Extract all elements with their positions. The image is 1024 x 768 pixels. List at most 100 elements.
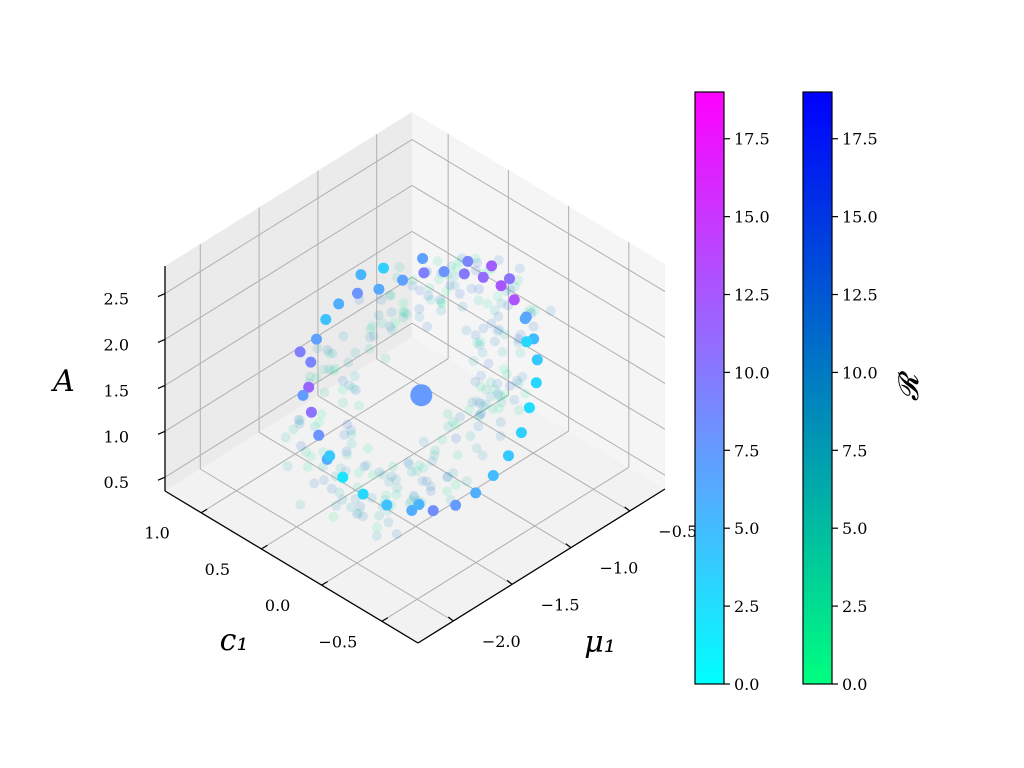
cloud-point bbox=[391, 489, 402, 500]
cloud-point bbox=[545, 305, 556, 316]
cloud-point bbox=[384, 290, 395, 301]
x-tick bbox=[506, 579, 513, 585]
y-tick-label: 0.0 bbox=[265, 596, 290, 615]
cloud-point bbox=[411, 466, 422, 477]
colorbar-winter bbox=[802, 91, 833, 685]
cloud-point bbox=[498, 364, 509, 374]
ring-point bbox=[324, 450, 336, 462]
cloud-point bbox=[288, 424, 299, 435]
ring-point bbox=[504, 273, 515, 285]
cloud-point bbox=[359, 461, 370, 472]
x-tick-label: −2.0 bbox=[482, 632, 521, 651]
x-tick-label: −1.5 bbox=[541, 595, 580, 614]
grid-line-z-left bbox=[164, 139, 413, 294]
cloud-point bbox=[436, 305, 447, 316]
ring-point bbox=[462, 255, 474, 267]
grid-line-z-right bbox=[411, 139, 666, 292]
cloud-point bbox=[330, 363, 341, 374]
cloud-point bbox=[342, 419, 353, 430]
cloud-point bbox=[403, 457, 414, 468]
cloud-point bbox=[477, 347, 488, 358]
cloud-point bbox=[322, 344, 333, 355]
x-axis-label: μ₁ bbox=[584, 625, 616, 660]
cloud-point bbox=[301, 446, 311, 457]
ring-point bbox=[413, 499, 425, 510]
colorbar-winter-label: 𝓡 bbox=[892, 370, 925, 401]
cloud-point bbox=[492, 291, 503, 302]
grid-line-z-left bbox=[164, 230, 413, 386]
cloud-point bbox=[514, 405, 524, 416]
colorbar-cool-tick-label: 2.5 bbox=[734, 597, 759, 616]
cloud-point bbox=[408, 275, 418, 286]
z-tick-label: 0.5 bbox=[104, 473, 129, 492]
cloud-point bbox=[497, 346, 508, 357]
cloud-point bbox=[337, 494, 348, 505]
colorbar-cool bbox=[694, 91, 725, 685]
cloud-point bbox=[390, 317, 400, 328]
cloud-point bbox=[398, 298, 409, 309]
cloud-point bbox=[447, 416, 458, 427]
cloud-point bbox=[318, 475, 329, 486]
cloud-point bbox=[384, 477, 395, 487]
ring-point bbox=[523, 402, 535, 414]
cloud-point bbox=[392, 482, 403, 493]
cloud-point bbox=[482, 298, 493, 309]
cloud-point bbox=[489, 384, 500, 395]
cloud-point bbox=[386, 471, 397, 482]
grid-line-z-left bbox=[164, 185, 413, 340]
colorbar-cool-tick-label: 17.5 bbox=[734, 130, 770, 149]
cloud-point bbox=[450, 479, 461, 490]
cloud-point bbox=[513, 333, 524, 344]
colorbar-cool-tick-label: 7.5 bbox=[734, 441, 759, 460]
cloud-point bbox=[355, 501, 366, 512]
cloud-point bbox=[348, 383, 358, 393]
cloud-point bbox=[417, 476, 428, 486]
colorbar-winter-tick-label: 10.0 bbox=[842, 363, 878, 382]
cloud-point bbox=[489, 305, 500, 316]
colorbar-cool-tick-label: 5.0 bbox=[734, 519, 759, 538]
cloud-point bbox=[473, 421, 484, 432]
cloud-point bbox=[451, 433, 461, 444]
cloud-point bbox=[404, 459, 415, 470]
ring-point bbox=[297, 389, 309, 401]
cloud-point bbox=[493, 311, 504, 322]
cloud-point bbox=[342, 449, 353, 460]
ring-point bbox=[352, 287, 363, 299]
pane-back-right bbox=[412, 112, 665, 489]
cloud-point bbox=[296, 441, 307, 451]
cloud-point bbox=[414, 304, 425, 314]
ring-point bbox=[294, 346, 306, 358]
cloud-point bbox=[480, 384, 491, 395]
z-tick-label: 1.0 bbox=[104, 427, 129, 446]
grid-line-x-floor bbox=[200, 468, 454, 622]
cloud-point bbox=[494, 403, 505, 414]
ring-point bbox=[515, 427, 527, 439]
ring-point bbox=[530, 377, 542, 389]
ring-point bbox=[320, 314, 332, 325]
cloud-point bbox=[385, 321, 395, 332]
grid-line-y-floor bbox=[200, 358, 449, 514]
cloud-point bbox=[442, 408, 453, 419]
cloud-point bbox=[344, 380, 355, 391]
cloud-point bbox=[430, 445, 440, 456]
cloud-point bbox=[324, 348, 335, 359]
grid-line-z-right bbox=[411, 230, 666, 384]
cloud-point bbox=[515, 329, 526, 340]
center-point bbox=[410, 384, 433, 407]
grid-line-y-floor bbox=[381, 466, 630, 622]
cloud-point bbox=[467, 397, 478, 408]
pane-back-left bbox=[165, 112, 412, 491]
cloud-point bbox=[391, 474, 402, 485]
cloud-point bbox=[378, 469, 388, 480]
cloud-point bbox=[499, 389, 510, 400]
cloud-point bbox=[455, 411, 465, 422]
cloud-point bbox=[486, 318, 497, 329]
cloud-point bbox=[451, 419, 461, 430]
cloud-point bbox=[495, 431, 506, 442]
cloud-point bbox=[529, 305, 540, 316]
cloud-point bbox=[346, 438, 357, 449]
cloud-point bbox=[374, 510, 385, 521]
colorbar-cool-tick-label: 15.0 bbox=[734, 208, 770, 227]
cloud-point bbox=[429, 450, 440, 461]
ring-point bbox=[531, 354, 543, 366]
